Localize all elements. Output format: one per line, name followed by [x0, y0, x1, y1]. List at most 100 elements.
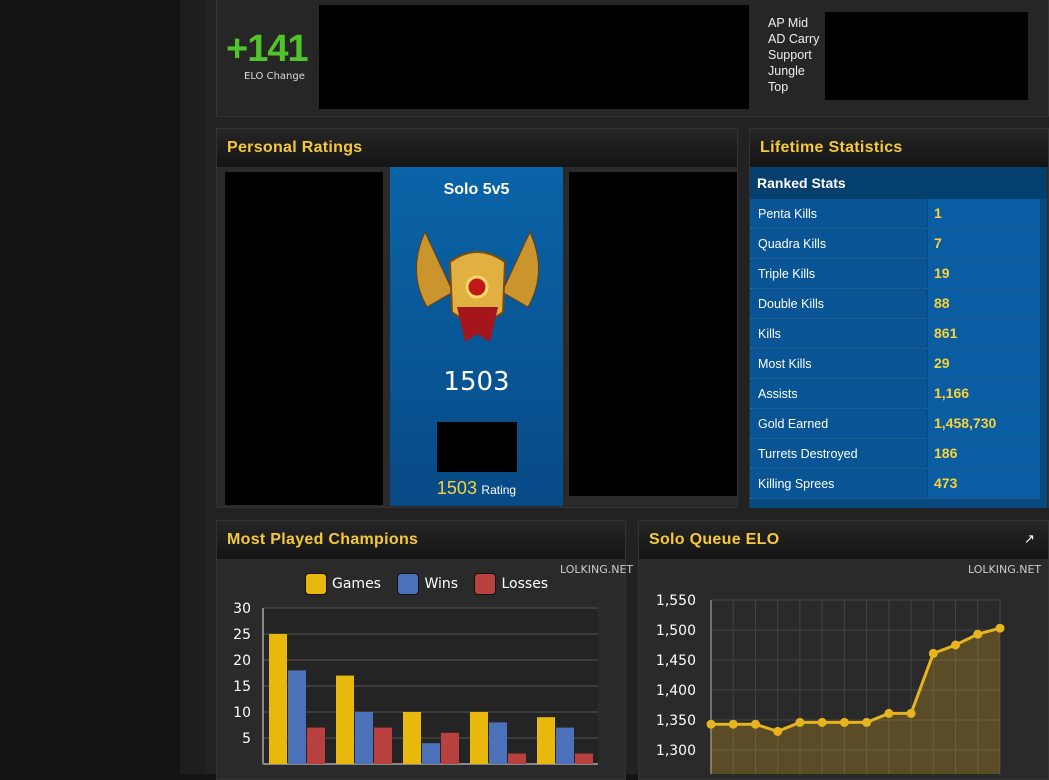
data-point	[862, 717, 872, 727]
panel-title: Lifetime Statistics	[750, 129, 1048, 167]
stat-label: Double Kills	[750, 289, 927, 318]
legend-swatch	[397, 573, 420, 595]
stat-value: 19	[928, 259, 1040, 288]
legend-item-games[interactable]: Games	[305, 573, 381, 595]
stat-label: Killing Sprees	[750, 469, 927, 498]
role: AP Mid	[768, 16, 809, 30]
y-tick-label: 25	[233, 627, 251, 643]
redacted-area	[569, 172, 737, 496]
data-point	[817, 717, 827, 727]
y-tick-label: 1,300	[656, 743, 696, 759]
side-strip	[180, 0, 205, 774]
stat-label: Gold Earned	[750, 409, 927, 438]
stat-value: 473	[928, 469, 1040, 498]
data-point	[750, 719, 760, 729]
bar-games	[470, 712, 488, 764]
roles-list: AP Mid AD Carry Support Jungle Top	[768, 15, 819, 95]
stat-label: Quadra Kills	[750, 229, 927, 258]
data-point	[973, 629, 983, 639]
stat-row: Penta Kills 1	[750, 199, 1040, 229]
bar-losses	[575, 753, 593, 764]
bar-games	[537, 717, 555, 764]
stat-label: Kills	[750, 319, 927, 348]
solo-5v5-card: Solo 5v5 1503 1503 Rating	[390, 167, 563, 506]
panel-title: Solo Queue ELO	[639, 521, 1048, 559]
bar-games	[403, 712, 421, 764]
ranked-stats-table: Ranked Stats Penta Kills 1 Quadra Kills 7 Tr…	[750, 167, 1047, 508]
legend-item-losses[interactable]: Losses	[474, 573, 548, 595]
bar-losses	[307, 727, 325, 764]
solo-queue-panel: Solo Queue ELO	[638, 520, 1049, 780]
y-tick-label: 1,500	[656, 623, 696, 639]
role: Top	[768, 80, 789, 94]
stat-label: Penta Kills	[750, 199, 927, 228]
stat-row: Gold Earned 1,458,730	[750, 409, 1040, 439]
redacted-area	[319, 5, 749, 109]
stat-row: Most Kills 29	[750, 349, 1040, 379]
stat-value: 861	[928, 319, 1040, 348]
data-point	[884, 708, 894, 718]
stat-row: Kills 861	[750, 319, 1040, 349]
stat-row: Triple Kills 19	[750, 259, 1040, 289]
y-tick-label: 5	[242, 731, 251, 747]
stat-value: 1,458,730	[928, 409, 1040, 438]
role: Support	[768, 48, 812, 62]
data-point	[928, 648, 938, 658]
stat-value: 186	[928, 439, 1040, 468]
chart-credit[interactable]: LOLKING.NET	[560, 563, 634, 576]
stat-row: Assists 1,166	[750, 379, 1040, 409]
y-tick-label: 1,350	[656, 713, 696, 729]
redacted-area	[225, 172, 383, 505]
data-point	[906, 708, 916, 718]
chart-credit[interactable]: LOLKING.NET	[968, 563, 1042, 576]
data-point	[951, 640, 961, 650]
y-tick-label: 30	[233, 601, 251, 617]
data-point	[728, 719, 738, 729]
rating-label: Rating	[481, 483, 517, 497]
bar-games	[336, 675, 354, 764]
data-point	[795, 717, 805, 727]
bar-chart: 5 10 15 20 25 30	[233, 601, 598, 765]
elo-change: +141	[226, 28, 309, 70]
stat-row: Killing Sprees 473	[750, 469, 1040, 499]
bar-losses	[508, 753, 526, 764]
data-point	[995, 623, 1005, 633]
external-link-icon[interactable]: ↗	[1024, 532, 1035, 547]
stat-value: 1,166	[928, 379, 1040, 408]
y-tick-label: 1,550	[656, 593, 696, 609]
bar-wins	[489, 722, 507, 764]
y-tick-label: 1,400	[656, 683, 696, 699]
stat-label: Assists	[750, 379, 927, 408]
data-point	[839, 717, 849, 727]
bar-losses	[441, 732, 459, 764]
legend-swatch	[305, 573, 327, 595]
queue-name: Solo 5v5	[443, 181, 510, 198]
stat-value: 1	[928, 199, 1040, 228]
y-tick-label: 20	[233, 653, 251, 669]
panel-title: Most Played Champions	[217, 521, 625, 559]
bar-wins	[288, 670, 306, 764]
data-point	[773, 726, 783, 736]
stat-value: 29	[928, 349, 1040, 378]
rating-value: 1503	[436, 478, 477, 498]
legend-item-wins[interactable]: Wins	[397, 573, 458, 595]
data-point	[706, 719, 716, 729]
stat-row: Double Kills 88	[750, 289, 1040, 319]
y-tick-label: 15	[233, 679, 251, 695]
role: AD Carry	[768, 32, 820, 46]
bar-legend: Games Wins Losses	[305, 573, 548, 595]
stat-label: Triple Kills	[750, 259, 927, 288]
stat-label: Turrets Destroyed	[750, 439, 927, 468]
stat-row: Turrets Destroyed 186	[750, 439, 1040, 469]
bar-games	[269, 634, 287, 764]
redacted-area	[825, 12, 1028, 100]
legend-swatch	[474, 573, 497, 595]
y-tick-label: 1,450	[656, 653, 696, 669]
stat-value: 7	[928, 229, 1040, 258]
y-tick-label: 10	[233, 705, 251, 721]
panel-title: Personal Ratings	[217, 129, 737, 167]
role: Jungle	[768, 64, 805, 78]
redacted-area	[437, 422, 517, 472]
stat-value: 88	[928, 289, 1040, 318]
bar-wins	[422, 743, 440, 764]
